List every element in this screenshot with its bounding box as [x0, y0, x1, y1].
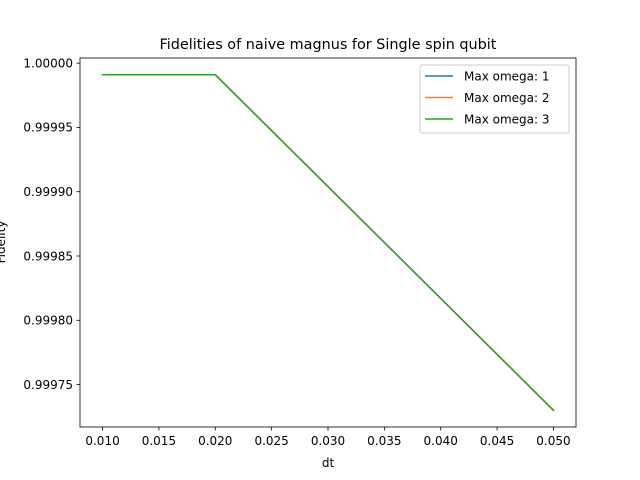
y-tick-label: 0.99975 — [23, 378, 73, 392]
legend-label-2: Max omega: 2 — [464, 91, 550, 105]
legend: Max omega: 1 Max omega: 2 Max omega: 3 — [419, 64, 570, 134]
chart-title: Fidelities of naive magnus for Single sp… — [160, 37, 497, 53]
legend-label-3: Max omega: 3 — [464, 112, 550, 126]
y-tick-label: 0.99995 — [23, 121, 73, 135]
x-tick-label: 0.010 — [85, 434, 119, 448]
x-tick-label: 0.030 — [311, 434, 345, 448]
y-tick-label: 1.00000 — [23, 56, 73, 70]
y-tick-label: 0.99985 — [23, 249, 73, 263]
legend-label-1: Max omega: 1 — [464, 69, 550, 83]
x-tick-label: 0.035 — [367, 434, 401, 448]
series-line-3 — [101, 73, 555, 412]
x-tick-label: 0.020 — [198, 434, 232, 448]
x-tick-label: 0.045 — [480, 434, 514, 448]
x-axis-label: dt — [322, 456, 335, 470]
y-axis-label: Fidelity — [0, 221, 8, 264]
x-tick-label: 0.015 — [142, 434, 176, 448]
x-tick-label: 0.050 — [536, 434, 570, 448]
y-axis: 0.99975 0.99980 0.99985 0.99990 0.99995 1.000… — [23, 56, 80, 392]
legend-frame — [419, 64, 570, 134]
x-tick-label: 0.025 — [254, 434, 288, 448]
y-tick-label: 0.99990 — [23, 185, 73, 199]
x-axis: 0.010 0.015 0.020 0.025 0.030 0.035 0.040 0.045… — [85, 427, 571, 448]
y-tick-label: 0.99980 — [23, 314, 73, 328]
x-tick-label: 0.040 — [424, 434, 458, 448]
series-lines — [101, 73, 555, 412]
